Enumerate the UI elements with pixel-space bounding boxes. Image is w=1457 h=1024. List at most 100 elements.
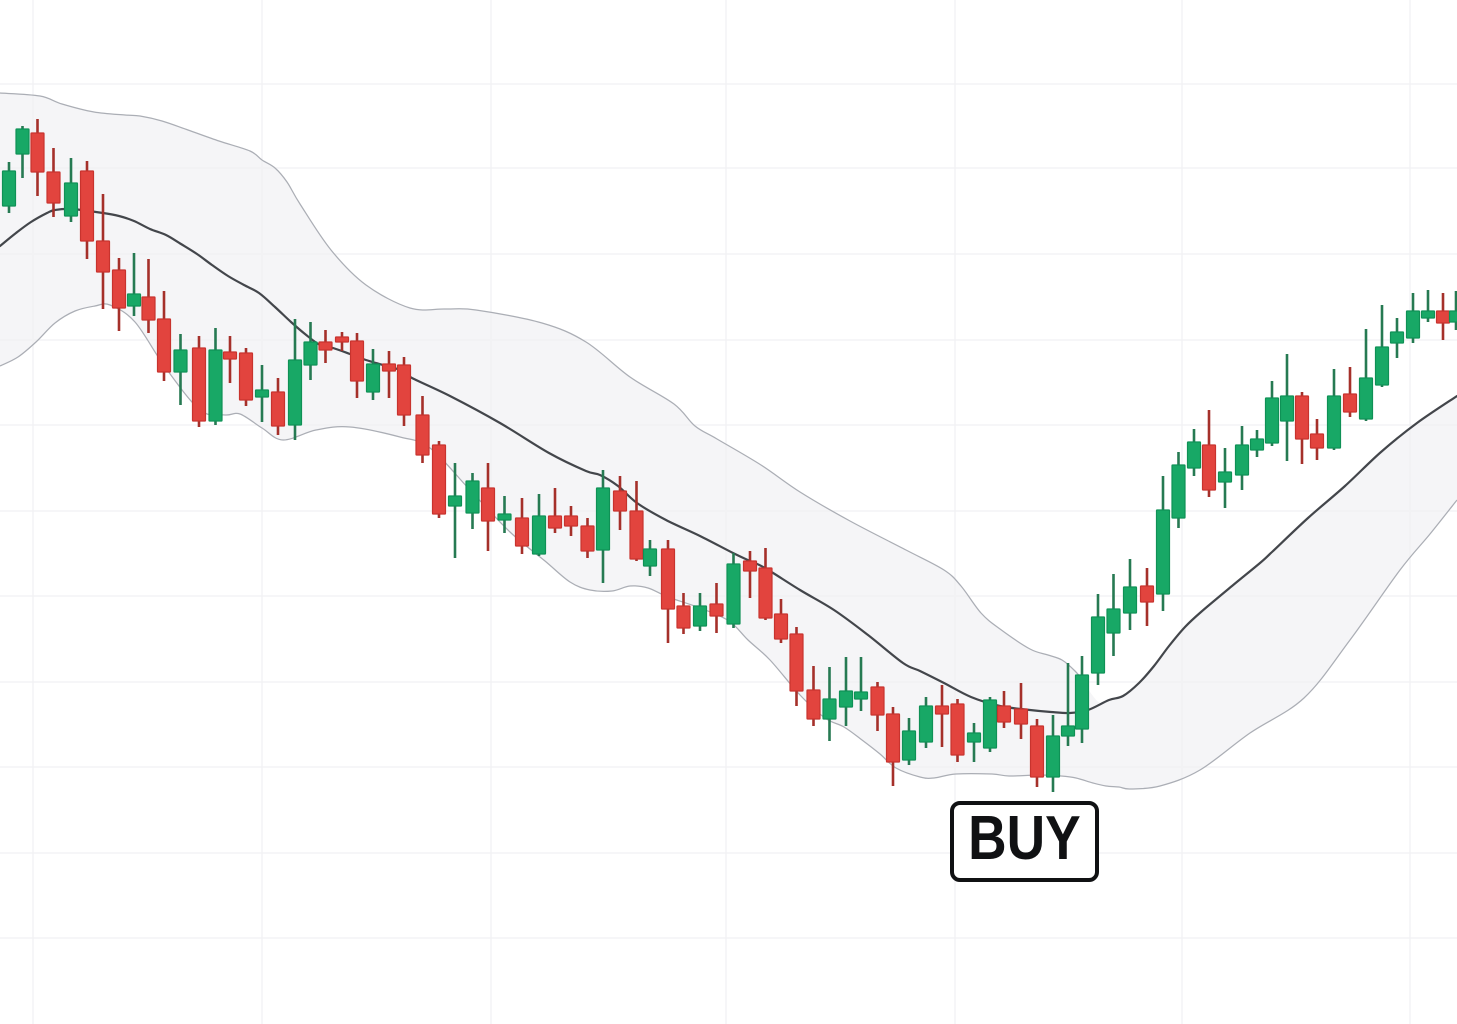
candle-body	[396, 364, 412, 416]
candle-body	[580, 525, 595, 552]
candle-bullish	[1249, 430, 1265, 457]
candle-bullish	[853, 657, 869, 711]
candle-body	[982, 699, 998, 749]
candle-body	[1342, 393, 1358, 413]
candle-body	[1234, 444, 1250, 476]
candle-body	[208, 349, 223, 422]
candle-bullish	[1155, 476, 1171, 611]
candles-layer	[1, 119, 1457, 792]
candle-body	[1294, 395, 1310, 440]
candle-bearish	[950, 699, 965, 762]
candle-bullish	[287, 319, 303, 440]
bollinger-upper-band-line	[0, 92, 1086, 684]
candle-body	[901, 730, 917, 761]
candle-body	[692, 605, 708, 627]
candle-bearish	[480, 463, 496, 551]
candle-body	[465, 480, 480, 514]
candle-bullish	[1171, 452, 1186, 528]
candle-bearish	[547, 488, 563, 533]
candle-bearish	[580, 518, 595, 558]
candle-bearish	[79, 161, 95, 259]
candle-body	[758, 567, 773, 619]
candle-bearish	[381, 351, 397, 398]
candle-bearish	[789, 627, 804, 706]
candle-body	[1090, 616, 1106, 674]
candle-body	[1264, 397, 1280, 444]
candle-body	[95, 240, 111, 273]
candle-body	[79, 170, 95, 242]
candle-body	[853, 691, 869, 700]
candle-bullish	[838, 657, 854, 726]
candle-body	[934, 705, 950, 715]
candle-bearish	[773, 599, 789, 643]
candle-bullish	[1060, 663, 1076, 746]
candle-bearish	[934, 685, 950, 747]
candle-bullish	[1217, 448, 1233, 508]
candle-bullish	[126, 253, 142, 316]
candle-body	[966, 732, 982, 743]
candle-bearish	[270, 378, 286, 435]
candle-body	[870, 686, 885, 716]
candle-bearish	[141, 259, 156, 333]
candle-body	[1029, 725, 1045, 778]
candle-body	[676, 605, 691, 629]
candle-body	[415, 414, 430, 456]
candle-body	[1155, 509, 1171, 595]
candle-bearish	[1435, 293, 1451, 340]
candle-body	[156, 318, 172, 373]
candle-body	[1435, 310, 1451, 324]
candle-body	[531, 515, 547, 555]
candle-bearish	[156, 291, 172, 381]
candle-bearish	[709, 583, 724, 633]
candle-bullish	[1420, 290, 1436, 322]
candle-bearish	[1342, 367, 1358, 417]
candle-bullish	[1448, 291, 1457, 330]
candle-bullish	[531, 494, 547, 556]
candle-body	[1389, 331, 1405, 344]
candle-body	[365, 363, 381, 393]
candle-body	[480, 487, 496, 522]
candle-body	[822, 698, 837, 720]
candle-bearish	[30, 119, 45, 196]
candle-bullish	[692, 593, 708, 631]
candle-bullish	[1326, 369, 1342, 450]
candle-body	[595, 487, 611, 551]
buy-signal-label[interactable]: BUY	[949, 800, 1099, 882]
candle-body	[726, 563, 741, 625]
candle-bearish	[191, 336, 207, 427]
buy-signal-text: BUY	[967, 804, 1081, 873]
candle-bullish	[208, 328, 223, 425]
candle-bullish	[1106, 574, 1121, 656]
candle-body	[789, 633, 804, 692]
candle-body	[1060, 725, 1076, 737]
candle-bullish	[1389, 318, 1405, 358]
candle-bearish	[222, 336, 238, 383]
candle-body	[318, 341, 333, 351]
candle-body	[126, 293, 142, 307]
candle-bearish	[1294, 392, 1310, 464]
bollinger-band-fill	[0, 93, 1457, 790]
candle-body	[30, 132, 45, 173]
candle-bearish	[431, 441, 447, 518]
candle-body	[1201, 444, 1217, 491]
candle-body	[287, 359, 303, 426]
candle-bearish	[1309, 419, 1325, 460]
candle-bullish	[365, 349, 381, 400]
candle-body	[303, 341, 318, 366]
candle-body	[1139, 585, 1155, 603]
candle-body	[642, 548, 658, 567]
candle-body	[63, 182, 79, 217]
candle-bearish	[563, 506, 579, 536]
candle-bullish	[1358, 329, 1374, 421]
candle-body	[773, 613, 789, 640]
candle-body	[1448, 310, 1457, 323]
candle-bullish	[1186, 429, 1202, 476]
candle-bearish	[514, 498, 530, 554]
candle-bullish	[173, 334, 188, 405]
candle-bullish	[303, 322, 318, 380]
candle-body	[1405, 310, 1421, 339]
candle-bullish	[966, 723, 982, 762]
candle-bullish	[1234, 426, 1250, 490]
candle-bearish	[1029, 719, 1045, 787]
